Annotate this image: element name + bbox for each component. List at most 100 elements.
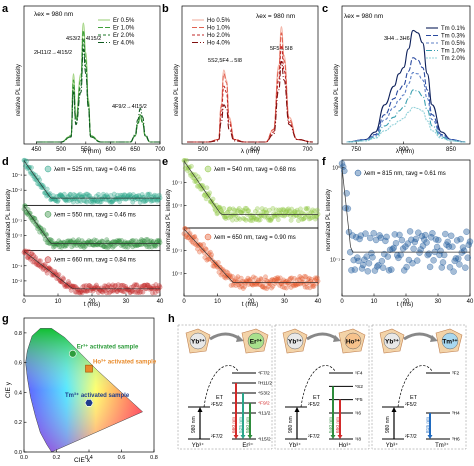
x-tick-label: 850 — [446, 147, 457, 153]
legend-label: Tm 0.1% — [441, 26, 466, 32]
data-point — [379, 264, 387, 271]
data-point — [300, 210, 305, 216]
y-tick-label: 10⁻² — [172, 203, 182, 209]
ion-label: Er³⁺ — [242, 442, 253, 449]
data-point — [428, 234, 435, 241]
panel-b: b 500 600 700 λex = 980 nm relative PL int… — [162, 3, 319, 155]
x-tick-label: 450 — [31, 147, 42, 153]
data-point — [277, 212, 283, 218]
x-axis-label: λ (nm) — [396, 148, 414, 155]
data-point — [68, 191, 73, 197]
data-point — [204, 257, 210, 263]
y-axis-label: normalized PL intensity — [326, 189, 332, 251]
data-point — [156, 241, 161, 247]
data-point — [41, 227, 47, 233]
x-axis-label: λ (nm) — [241, 148, 259, 155]
data-point — [364, 268, 371, 275]
data-point — [352, 233, 360, 241]
transfer-arrow-icon — [403, 332, 435, 341]
legend-label: Tm 2.0% — [441, 56, 466, 62]
data-point — [348, 267, 355, 274]
data-point — [455, 255, 462, 262]
fit-line — [183, 160, 318, 215]
data-point — [257, 217, 263, 223]
data-point — [145, 191, 151, 197]
data-point — [259, 277, 264, 282]
series-line — [187, 60, 313, 143]
x-tick-label: 0.2 — [53, 455, 61, 461]
excitation-label: 980 nm — [385, 416, 391, 433]
data-point — [358, 265, 366, 272]
data-point — [247, 212, 253, 218]
data-point — [42, 261, 48, 267]
data-point — [381, 250, 388, 258]
y-tick-label: 0.8 — [14, 331, 22, 337]
data-point — [240, 215, 246, 221]
data-point — [230, 282, 236, 288]
data-point — [195, 174, 201, 180]
data-point — [138, 197, 144, 202]
data-point — [44, 186, 50, 192]
data-point — [277, 275, 283, 281]
y-tick-label: 10⁻² — [12, 188, 22, 194]
x-tick-label: 20 — [89, 299, 96, 305]
data-point — [74, 196, 79, 202]
arrow-head-icon — [430, 335, 438, 342]
excitation-label: λex = 980 nm — [34, 11, 73, 18]
level-label: ⁴F9/2 — [258, 401, 270, 407]
panel-letter: f — [322, 156, 326, 168]
y-axis-label: normalized PL intensity — [166, 189, 172, 251]
data-point — [303, 206, 309, 211]
data-point — [118, 283, 124, 288]
plot-frame — [23, 5, 161, 145]
plot-d: 10⁻¹ 10⁻² λem = 525 nm, τavg = 0.46 ms 10⁻¹… — [12, 157, 164, 305]
legend-marker — [44, 165, 52, 173]
data-point — [304, 212, 310, 218]
x-tick-label: 10 — [371, 299, 378, 305]
plot-frame — [181, 5, 319, 145]
legend-marker — [44, 256, 52, 263]
data-point — [157, 284, 163, 290]
data-point — [246, 208, 251, 214]
data-point — [253, 275, 258, 281]
x-tick-label: 600 — [106, 147, 117, 153]
acceptor-ion-icon — [441, 332, 459, 350]
ion-label: Tm³⁺ — [435, 442, 449, 449]
data-point — [453, 237, 461, 244]
data-point — [234, 217, 239, 223]
data-point — [460, 247, 468, 254]
data-point — [215, 260, 221, 265]
data-point — [410, 245, 417, 253]
ion-label: Yb³⁺ — [192, 442, 205, 449]
panel-h: h Yb³⁺ Er³⁺ ²F5/2 ²F7/2 980 nm Yb³⁺ Er³⁺ ET ⁴F7/… — [168, 313, 467, 450]
data-point — [304, 285, 310, 290]
x-tick-label: 500 — [56, 147, 67, 153]
level-label: ²H11/2 — [258, 381, 272, 387]
legend-marker — [204, 165, 212, 173]
data-point — [113, 283, 118, 288]
y-tick-label: 10⁻¹ — [330, 257, 340, 263]
cie-plot: 0.00.0 0.2 0.2 0.4 0.4 0.6 0.6 0.8 0.8 Er³⁺ activ… — [14, 317, 158, 461]
x-tick-label: 0.0 — [20, 455, 28, 461]
legend-label: λem = 525 nm, τavg = 0.46 ms — [54, 167, 136, 173]
y-axis-label: relative PL intensity — [16, 64, 22, 116]
level-label: ⁴I11/2 — [258, 411, 271, 417]
acceptor-label: Er³⁺ — [250, 339, 263, 346]
excitation-label: λex = 980 nm — [256, 13, 295, 20]
data-point — [425, 250, 433, 257]
data-point — [288, 285, 294, 290]
level-label: ⁴I15/2 — [258, 437, 271, 443]
data-point — [452, 255, 460, 262]
legend: Tm 0.1% Tm 0.3%Tm 0.5% Tm 1.0%Tm 2.0% — [426, 26, 466, 62]
data-point — [359, 261, 367, 269]
data-point — [307, 285, 313, 291]
data-point — [253, 209, 258, 214]
y-tick-label: 10⁻² — [12, 279, 22, 285]
data-point — [70, 199, 76, 205]
x-tick-label: 40 — [467, 299, 474, 305]
data-point — [306, 216, 312, 222]
y-axis-label: relative PL intensity — [174, 64, 180, 116]
data-point — [369, 254, 376, 261]
data-point — [225, 270, 231, 276]
